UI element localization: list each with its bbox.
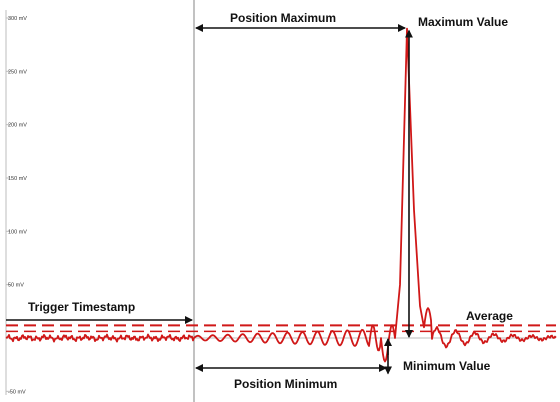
position-minimum-label: Position Minimum (234, 377, 337, 391)
y-tick-label: 300 mV (8, 16, 27, 22)
y-tick-label: 50 mV (8, 283, 24, 289)
maximum-value-label: Maximum Value (418, 15, 508, 29)
y-tick-label: 100 mV (8, 229, 27, 235)
y-tick-label: 150 mV (8, 176, 27, 182)
position-maximum-label: Position Maximum (230, 11, 336, 25)
y-tick-label: 200 mV (8, 123, 27, 129)
waveform-series (5, 27, 557, 363)
minimum-value-label: Minimum Value (403, 359, 491, 373)
y-axis-ticks: 300 mV 250 mV 200 mV 150 mV 100 mV 50 mV -50 m… (6, 16, 27, 395)
trigger-timestamp-label: Trigger Timestamp (28, 300, 135, 314)
average-label: Average (466, 309, 513, 323)
y-tick-label: -50 mV (8, 389, 26, 395)
y-tick-label: 250 mV (8, 69, 27, 75)
